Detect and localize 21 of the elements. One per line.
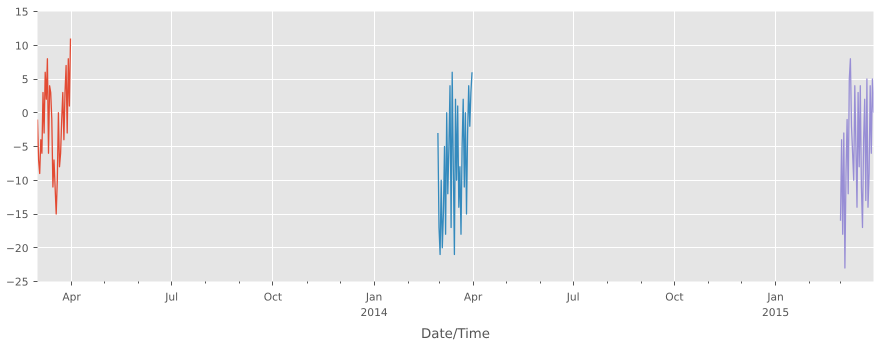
x-tick-label: Jan 2014 — [360, 290, 388, 320]
x-tick-label: Jul — [566, 290, 580, 304]
y-tick-label: −5 — [12, 140, 29, 154]
y-tick-label: 5 — [22, 73, 28, 86]
line-series — [437, 72, 473, 256]
x-tick-label: Jan 2015 — [762, 290, 790, 320]
y-tick-label: −25 — [6, 276, 29, 288]
line-series — [38, 38, 72, 215]
line-series — [840, 58, 874, 269]
y-tick-label: 10 — [14, 39, 29, 52]
x-tick-label: Apr — [464, 290, 483, 304]
y-tick-label: −15 — [6, 208, 29, 221]
y-tick-label: −10 — [6, 174, 29, 188]
x-tick-label: Oct — [665, 290, 684, 304]
x-axis-title: Date/Time — [421, 327, 490, 342]
y-tick-label: −20 — [6, 242, 29, 255]
y-tick-label: 0 — [22, 106, 29, 120]
x-tick-label: Oct — [264, 290, 282, 304]
x-tick-label: Apr — [62, 290, 82, 304]
x-tick-label: Jul — [164, 290, 178, 304]
y-tick-label: 15 — [14, 6, 29, 18]
